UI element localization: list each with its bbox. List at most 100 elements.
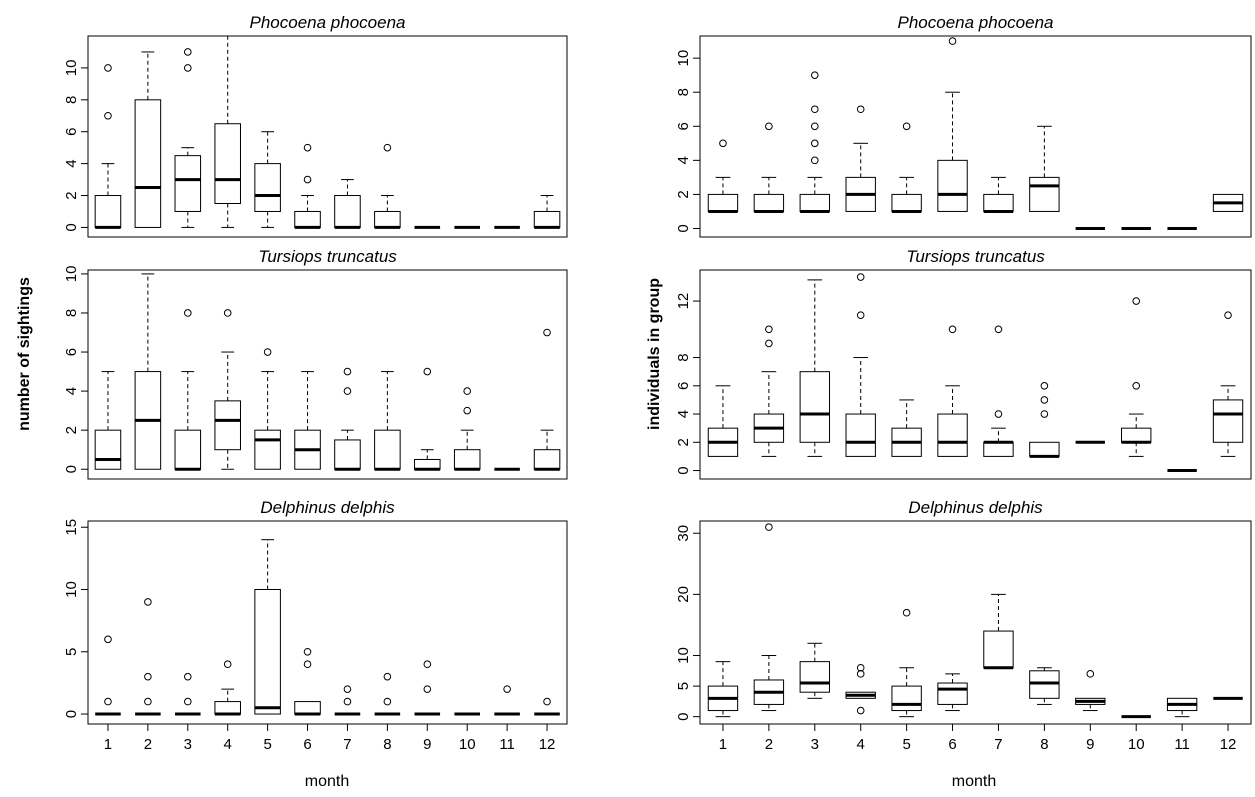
- y-tick-label: 0: [63, 710, 80, 718]
- y-tick-label: 10: [675, 647, 692, 664]
- outlier-point: [423, 685, 432, 693]
- outlier-point: [810, 139, 819, 148]
- plot-frame: [87, 520, 568, 725]
- box: [707, 193, 739, 212]
- box-month-7: [334, 685, 361, 716]
- outlier-point: [144, 598, 152, 606]
- x-tick-label: 9: [1086, 736, 1094, 753]
- outlier-point: [1224, 311, 1232, 319]
- outlier-point: [1040, 381, 1049, 390]
- y-tick-label: 4: [63, 159, 80, 167]
- box: [1121, 427, 1152, 443]
- box-month-6: [294, 647, 321, 716]
- x-tick-label: 7: [343, 736, 351, 753]
- y-tick-label: 0: [675, 712, 692, 720]
- box-month-8: [1029, 667, 1060, 705]
- x-tick-label: 8: [1040, 736, 1048, 753]
- box: [937, 159, 968, 212]
- outlier-point: [543, 328, 551, 337]
- y-tick-label: 4: [675, 156, 692, 164]
- box-month-2: [753, 523, 785, 712]
- y-tick-label: 2: [63, 191, 80, 199]
- x-tick-label: 4: [224, 736, 232, 753]
- box-month-7: [983, 593, 1014, 670]
- outlier-point: [343, 697, 352, 706]
- box-month-8: [374, 672, 401, 716]
- box-month-9: [414, 367, 441, 471]
- y-tick-label: 0: [63, 223, 80, 231]
- box-month-5: [891, 399, 922, 457]
- box-month-2: [134, 51, 162, 228]
- box-month-5: [891, 122, 922, 213]
- x-tick-label: 3: [184, 736, 192, 753]
- box: [799, 193, 830, 212]
- outlier-point: [543, 697, 551, 706]
- outlier-point: [303, 647, 312, 656]
- box-month-5: [254, 539, 281, 715]
- y-tick-label: 8: [63, 309, 80, 317]
- outlier-point: [810, 156, 819, 165]
- y-tick-label: 0: [675, 224, 692, 232]
- outlier-point: [343, 387, 352, 395]
- outlier-point: [423, 660, 432, 669]
- box: [799, 371, 830, 443]
- box: [214, 123, 241, 204]
- outlier-point: [902, 608, 911, 617]
- x-tick-label: 5: [902, 736, 910, 753]
- outlier-point: [223, 660, 232, 669]
- y-tick-label: 4: [675, 410, 692, 418]
- outlier-point: [383, 672, 392, 681]
- box-month-6: [937, 37, 968, 212]
- box: [983, 441, 1014, 457]
- box-month-3: [799, 71, 830, 213]
- box: [1029, 176, 1060, 212]
- x-tick-label: 1: [719, 736, 727, 753]
- outlier-point: [343, 367, 352, 376]
- box-month-1: [94, 64, 122, 229]
- box: [983, 193, 1014, 212]
- y-tick-label: 10: [675, 50, 692, 67]
- y-tick-label: 6: [675, 122, 692, 130]
- box-month-12: [533, 195, 561, 229]
- box-month-8: [1029, 381, 1060, 458]
- box-month-1: [707, 139, 739, 213]
- outlier-point: [104, 697, 112, 706]
- x-tick-label: 1: [104, 736, 112, 753]
- box: [334, 195, 361, 228]
- outlier-point: [383, 143, 392, 152]
- outlier-point: [183, 697, 192, 706]
- panel-title: Delphinus delphis: [260, 498, 395, 517]
- box-month-1: [707, 661, 739, 718]
- panel-right-1: Phocoena phocoena 0 2 4 6 8 10: [675, 13, 1252, 238]
- x-tick-label: 10: [459, 736, 476, 753]
- panel-title: Tursiops truncatus: [906, 247, 1045, 266]
- x-tick-label: 12: [1220, 736, 1237, 753]
- left-x-axis-label: month: [305, 773, 349, 790]
- outlier-point: [463, 387, 472, 395]
- outlier-point: [223, 309, 232, 317]
- box-month-4: [845, 663, 876, 715]
- box: [937, 413, 968, 457]
- box-month-8: [1029, 125, 1060, 212]
- outlier-point: [810, 71, 819, 79]
- outlier-point: [856, 706, 865, 715]
- box-month-1: [94, 371, 122, 470]
- outlier-point: [765, 122, 773, 131]
- box-month-10: [1121, 297, 1152, 457]
- outlier-point: [423, 367, 432, 376]
- outlier-point: [104, 111, 112, 120]
- x-tick-label: 11: [1174, 736, 1190, 753]
- outlier-point: [183, 64, 192, 72]
- outlier-point: [463, 406, 472, 415]
- box-month-3: [799, 279, 830, 457]
- box: [1212, 399, 1244, 443]
- outlier-point: [183, 309, 192, 317]
- y-tick-label: 12: [675, 293, 692, 310]
- outlier-point: [383, 697, 392, 706]
- x-tick-label: 9: [423, 736, 431, 753]
- box-month-6: [937, 325, 968, 457]
- x-tick-label: 7: [994, 736, 1002, 753]
